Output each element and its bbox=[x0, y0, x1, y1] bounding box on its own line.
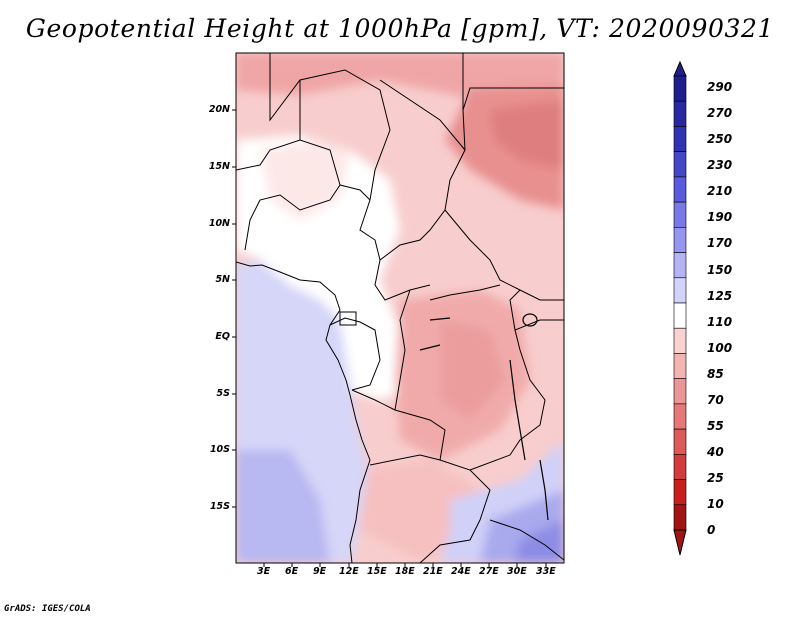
colorbar-label-85: 85 bbox=[707, 367, 724, 381]
grads-credit: GrADS: IGES/COLA bbox=[4, 604, 91, 614]
map-title: Geopotential Height at 1000hPa [gpm], VT… bbox=[25, 14, 775, 43]
colorbar-label-270: 270 bbox=[707, 106, 733, 120]
lat-label-5s: 5S bbox=[216, 388, 230, 399]
lat-label-eq: EQ bbox=[215, 331, 230, 342]
colorbar-label-0: 0 bbox=[707, 523, 716, 537]
colorbar-swatch-0 bbox=[673, 504, 687, 531]
lon-label-27e: 27E bbox=[479, 566, 499, 577]
colorbar-swatch-110 bbox=[673, 302, 687, 329]
colorbar-swatch-270 bbox=[673, 100, 687, 127]
colorbar-label-230: 230 bbox=[707, 158, 733, 172]
colorbar-label-290: 290 bbox=[707, 80, 733, 94]
colorbar-swatch-170 bbox=[673, 227, 687, 253]
lon-label-15e: 15E bbox=[367, 566, 387, 577]
colorbar-label-25: 25 bbox=[707, 471, 724, 485]
colorbar-swatch-85 bbox=[673, 353, 687, 379]
field-fill bbox=[236, 53, 564, 563]
colorbar-swatch-25 bbox=[673, 454, 687, 480]
country-boundaries bbox=[236, 53, 564, 563]
colorbar-label-110: 110 bbox=[707, 315, 733, 329]
lat-label-15n: 15N bbox=[208, 161, 230, 172]
lon-label-3e: 3E bbox=[257, 566, 271, 577]
colorbar bbox=[673, 60, 687, 556]
colorbar-label-40: 40 bbox=[707, 445, 724, 459]
colorbar-label-250: 250 bbox=[707, 132, 733, 146]
colorbar-swatch-290 bbox=[673, 75, 687, 102]
lon-label-18e: 18E bbox=[395, 566, 415, 577]
colorbar-swatch-10 bbox=[673, 479, 687, 506]
lakes bbox=[419, 313, 549, 521]
colorbar-swatch-70 bbox=[673, 378, 687, 405]
colorbar-swatch-210 bbox=[673, 176, 687, 203]
lon-label-30e: 30E bbox=[507, 566, 527, 577]
colorbar-bottom-arrow bbox=[673, 529, 687, 556]
colorbar-swatch-150 bbox=[673, 252, 687, 279]
colorbar-swatch-250 bbox=[673, 126, 687, 152]
lon-label-21e: 21E bbox=[423, 566, 443, 577]
map-frame bbox=[235, 52, 565, 564]
lat-label-10s: 10S bbox=[209, 444, 230, 455]
lat-label-20n: 20N bbox=[208, 104, 230, 115]
lake-malawi bbox=[539, 459, 549, 521]
colorbar-label-210: 210 bbox=[707, 184, 733, 198]
lat-label-10n: 10N bbox=[208, 218, 230, 229]
lon-label-6e: 6E bbox=[285, 566, 299, 577]
colorbar-swatch-100 bbox=[673, 327, 687, 354]
lat-label-5n: 5N bbox=[215, 274, 230, 285]
colorbar-swatch-40 bbox=[673, 428, 687, 455]
lake-tanganyika bbox=[509, 359, 526, 461]
colorbar-top-arrow bbox=[673, 60, 687, 77]
colorbar-swatch-190 bbox=[673, 201, 687, 228]
lon-label-24e: 24E bbox=[451, 566, 471, 577]
colorbar-label-150: 150 bbox=[707, 263, 733, 277]
colorbar-label-125: 125 bbox=[707, 289, 733, 303]
lake-victoria bbox=[522, 313, 538, 327]
colorbar-label-190: 190 bbox=[707, 210, 733, 224]
lon-label-33e: 33E bbox=[536, 566, 556, 577]
colorbar-swatch-230 bbox=[673, 151, 687, 178]
axis-ticks bbox=[232, 109, 547, 567]
lon-label-9e: 9E bbox=[313, 566, 327, 577]
colorbar-label-100: 100 bbox=[707, 341, 733, 355]
colorbar-label-70: 70 bbox=[707, 393, 724, 407]
lat-label-15s: 15S bbox=[209, 501, 230, 512]
congo-river-marks bbox=[419, 317, 451, 351]
colorbar-swatch-55 bbox=[673, 403, 687, 430]
colorbar-label-170: 170 bbox=[707, 236, 733, 250]
colorbar-label-55: 55 bbox=[707, 419, 724, 433]
colorbar-label-10: 10 bbox=[707, 497, 724, 511]
lon-label-12e: 12E bbox=[339, 566, 359, 577]
colorbar-swatch-125 bbox=[673, 277, 687, 304]
